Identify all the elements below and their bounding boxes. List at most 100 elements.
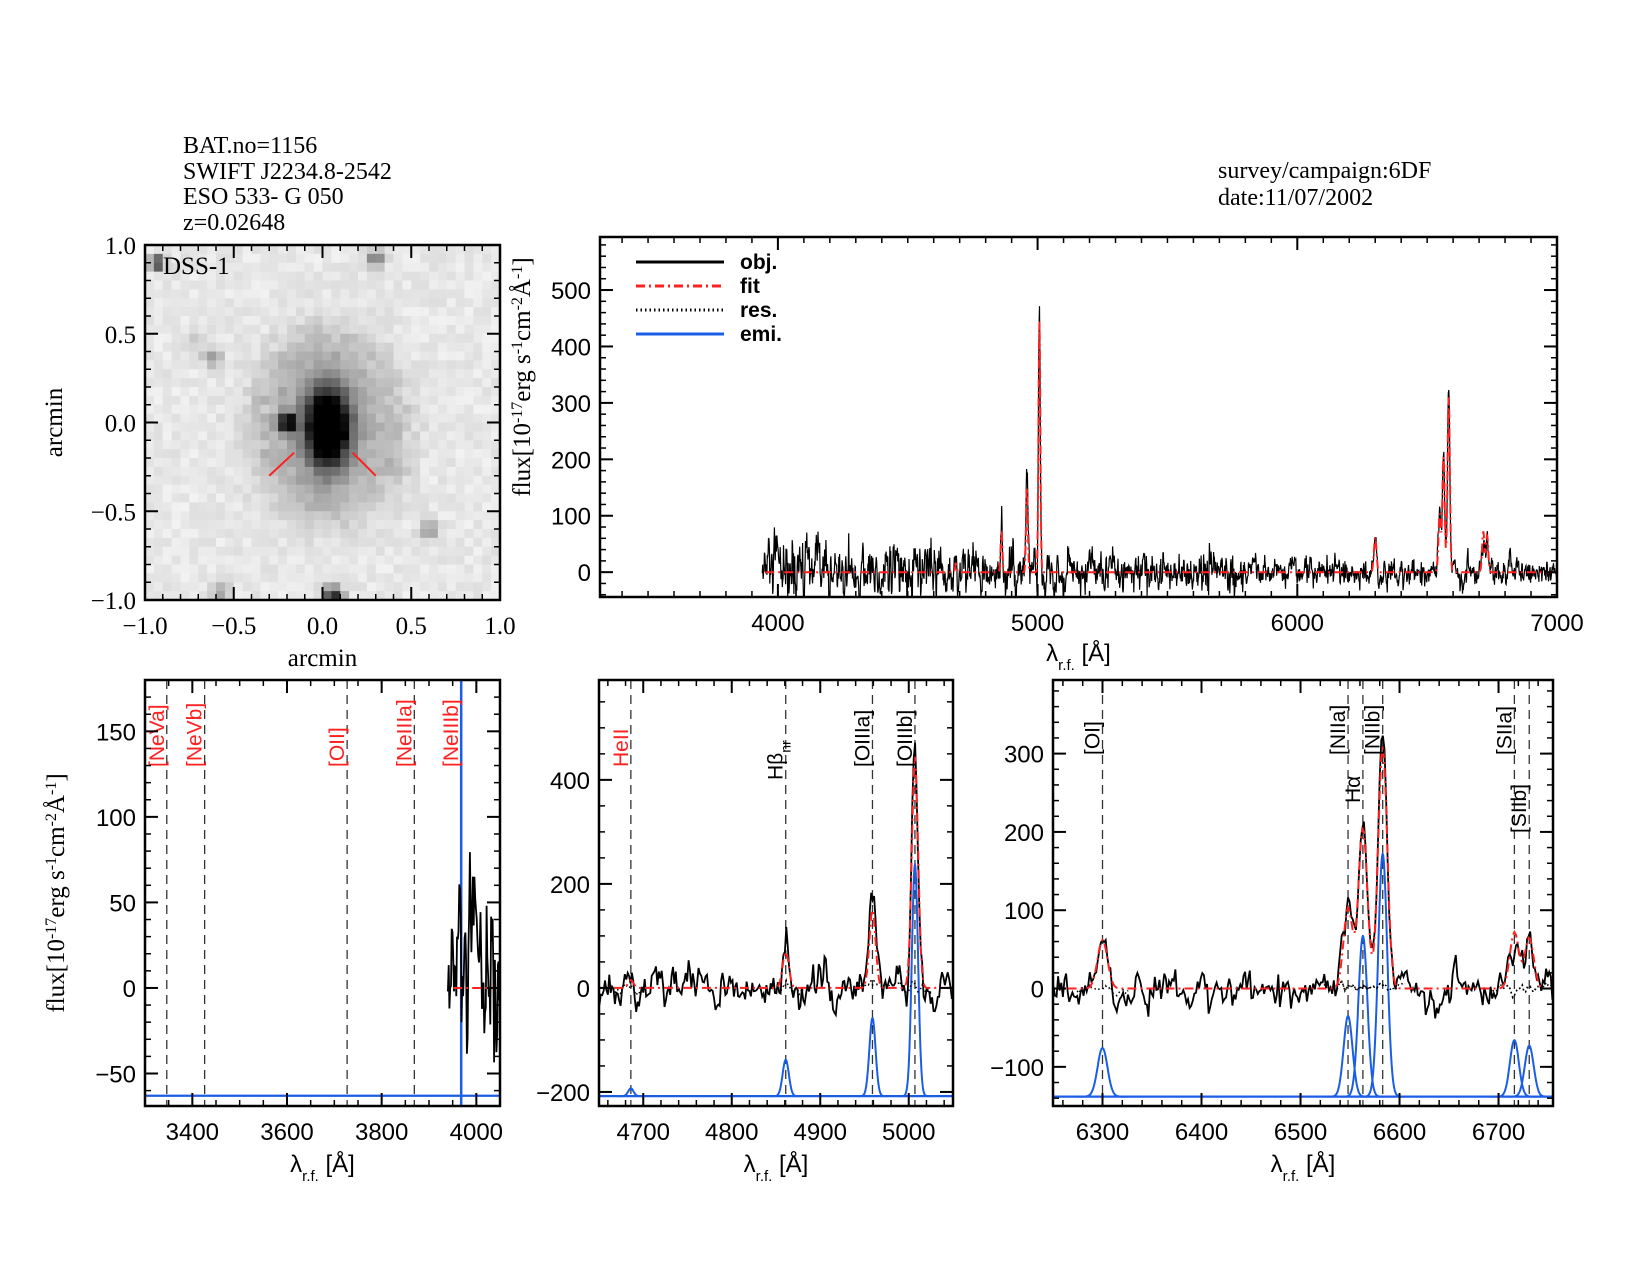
image-pixel	[242, 458, 252, 468]
image-pixel	[402, 253, 412, 264]
image-pixel	[322, 324, 332, 335]
image-pixel	[313, 546, 323, 557]
image-pixel	[393, 289, 403, 299]
image-pixel	[358, 333, 368, 344]
image-pixel	[491, 413, 501, 423]
image-pixel	[313, 440, 323, 450]
image-pixel	[464, 537, 474, 548]
image-pixel	[278, 404, 288, 415]
image-pixel	[446, 493, 457, 503]
image-pixel	[304, 573, 315, 583]
image-pixel	[233, 431, 244, 441]
image-pixel	[340, 280, 350, 290]
image-pixel	[198, 449, 208, 459]
image-pixel	[322, 529, 332, 539]
image-pixel	[162, 298, 173, 308]
image-pixel	[233, 316, 244, 326]
image-pixel	[242, 316, 252, 326]
image-pixel	[349, 431, 359, 441]
image-pixel	[437, 431, 448, 441]
image-pixel	[420, 369, 430, 379]
image-pixel	[375, 245, 386, 255]
image-pixel	[242, 342, 252, 352]
image-pixel	[384, 280, 394, 290]
image-pixel	[180, 280, 190, 290]
image-pixel	[162, 502, 173, 512]
image-pixel	[482, 475, 492, 486]
image-pixel	[198, 440, 208, 450]
image-pixel	[331, 387, 341, 397]
image-pixel	[242, 378, 252, 388]
observed-spectrum	[1053, 735, 1553, 1019]
image-pixel	[358, 351, 368, 361]
image-pixel	[331, 307, 341, 317]
image-pixel	[455, 378, 465, 388]
y-axis-label: arcmin	[41, 387, 68, 457]
image-pixel	[278, 555, 288, 565]
image-pixel	[473, 271, 483, 281]
image-pixel	[304, 342, 315, 352]
image-pixel	[295, 253, 306, 264]
image-pixel	[242, 502, 252, 512]
image-pixel	[464, 324, 474, 335]
image-pixel	[473, 591, 483, 601]
image-pixel	[216, 582, 226, 592]
image-pixel	[340, 493, 350, 503]
image-pixel	[269, 289, 279, 299]
image-pixel	[287, 262, 297, 273]
image-pixel	[437, 573, 448, 583]
image-pixel	[224, 591, 235, 601]
image-pixel	[171, 573, 181, 583]
image-pixel	[295, 431, 306, 441]
image-pixel	[233, 307, 244, 317]
image-pixel	[384, 395, 394, 406]
image-pixel	[340, 333, 350, 344]
image-pixel	[340, 378, 350, 388]
image-pixel	[207, 413, 217, 423]
image-pixel	[384, 502, 394, 512]
image-pixel	[473, 475, 483, 486]
image-pixel	[189, 360, 199, 370]
image-pixel	[331, 511, 341, 521]
image-pixel	[464, 573, 474, 583]
image-pixel	[171, 307, 181, 317]
image-pixel	[384, 316, 394, 326]
image-pixel	[233, 555, 244, 565]
image-pixel	[393, 245, 403, 255]
image-pixel	[145, 280, 155, 290]
image-pixel	[384, 404, 394, 415]
image-pixel	[349, 493, 359, 503]
emission-component	[1340, 934, 1385, 1098]
image-pixel	[313, 529, 323, 539]
image-pixel	[207, 333, 217, 344]
object-info: BAT.no=1156 SWIFT J2234.8-2542 ESO 533- …	[183, 133, 392, 236]
image-pixel	[162, 564, 173, 574]
image-pixel	[420, 271, 430, 281]
image-pixel	[171, 289, 181, 299]
image-pixel	[153, 458, 164, 468]
image-pixel	[216, 395, 226, 406]
image-pixel	[233, 253, 244, 264]
image-pixel	[189, 342, 199, 352]
image-pixel	[331, 484, 341, 494]
image-pixel	[145, 351, 155, 361]
image-pixel	[437, 422, 448, 432]
image-pixel	[242, 387, 252, 397]
image-pixel	[366, 511, 377, 521]
y-axis-label-superscript: -2	[43, 813, 60, 826]
image-pixel	[340, 262, 350, 273]
image-pixel	[473, 466, 483, 477]
image-pixel	[189, 493, 199, 503]
x-axis-label-symbol: λ	[290, 1151, 302, 1178]
image-pixel	[349, 555, 359, 565]
image-pixel	[429, 546, 439, 557]
swift-name: SWIFT J2234.8-2542	[183, 159, 392, 185]
image-pixel	[304, 484, 315, 494]
y-axis-label-part: flux[10	[509, 423, 536, 497]
image-pixel	[402, 316, 412, 326]
image-pixel	[482, 529, 492, 539]
image-pixel	[153, 253, 164, 264]
image-pixel	[224, 262, 235, 273]
plot-area	[1053, 680, 1553, 1106]
image-pixel	[331, 333, 341, 344]
